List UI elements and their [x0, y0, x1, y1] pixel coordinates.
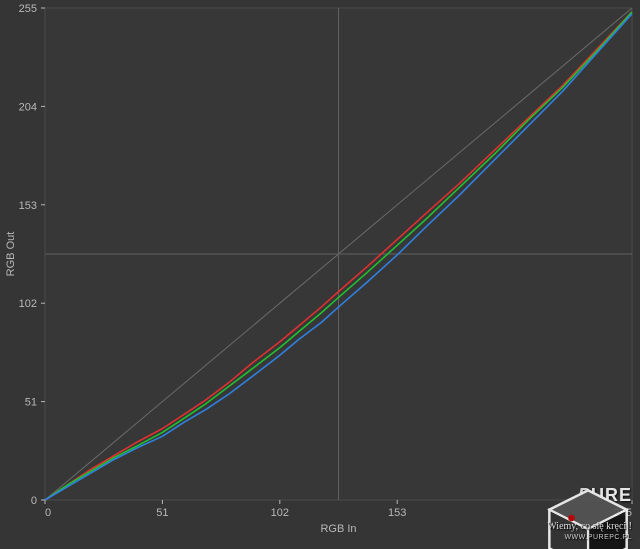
- slogan-text: Wiemy, co się kręci !: [547, 521, 632, 532]
- watermark-slogan: Wiemy, co się kręci ! WWW.PUREPC.PL: [547, 522, 632, 543]
- ytick-label: 102: [19, 298, 37, 310]
- xtick-label: 0: [45, 507, 51, 519]
- ytick-label: 153: [19, 200, 37, 212]
- ytick-label: 255: [19, 3, 37, 15]
- ytick-label: 51: [25, 397, 37, 409]
- x-axis-label: RGB In: [320, 523, 356, 535]
- ytick-label: 204: [19, 101, 37, 113]
- xtick-label: 102: [271, 507, 289, 519]
- y-axis-label: RGB Out: [5, 232, 17, 277]
- cube-icon: [544, 492, 572, 520]
- rgb-curve-chart: 051102153255051102153204255RGB InRGB Out: [0, 0, 640, 549]
- xtick-label: 153: [388, 507, 406, 519]
- xtick-label: 51: [156, 507, 168, 519]
- ytick-label: 0: [31, 495, 37, 507]
- slogan-url: WWW.PUREPC.PL: [564, 534, 632, 541]
